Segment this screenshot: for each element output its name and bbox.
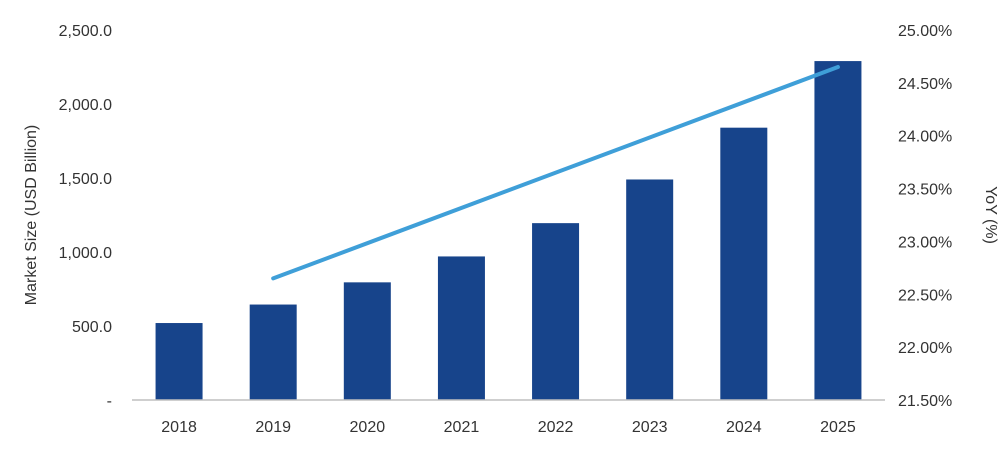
y2-tick-label: 23.00% (898, 234, 952, 251)
bar (532, 223, 580, 400)
y2-tick-label: 25.00% (898, 23, 952, 40)
bar (249, 304, 297, 400)
x-tick-label: 2019 (255, 419, 291, 436)
y2-tick-label: 22.50% (898, 287, 952, 304)
y2-tick-label: 24.00% (898, 129, 952, 146)
y2-axis-title: YoY (%) (982, 186, 999, 244)
x-tick-label: 2018 (161, 419, 197, 436)
y-tick-label: - (107, 393, 112, 410)
bar (343, 282, 391, 400)
y2-tick-label: 22.00% (898, 340, 952, 357)
x-tick-label: 2022 (538, 419, 574, 436)
x-axis-ticks: 2018 2019 2020 2021 2022 2023 2024 2025 (161, 419, 856, 436)
y-axis-title: Market Size (USD Billion) (23, 125, 40, 305)
bar (437, 256, 485, 400)
right-axis-ticks: 21.50% 22.00% 22.50% 23.00% 23.50% 24.00% 24.5… (898, 23, 952, 410)
x-tick-label: 2020 (350, 419, 386, 436)
y2-tick-label: 23.50% (898, 182, 952, 199)
bar (720, 127, 768, 401)
y-tick-label: 500.0 (72, 319, 112, 336)
bar (626, 179, 674, 400)
yoy-line (271, 65, 840, 281)
x-tick-label: 2024 (726, 419, 762, 436)
y-tick-label: 2,500.0 (59, 23, 112, 40)
y-tick-label: 2,000.0 (59, 97, 112, 114)
line-series (271, 65, 840, 281)
y-tick-label: 1,500.0 (59, 171, 112, 188)
y-tick-label: 1,000.0 (59, 245, 112, 262)
bar (814, 61, 862, 401)
y2-tick-label: 21.50% (898, 393, 952, 410)
x-tick-label: 2021 (444, 419, 480, 436)
x-tick-label: 2023 (632, 419, 668, 436)
left-axis-ticks: - 500.0 1,000.0 1,500.0 2,000.0 2,500.0 (59, 23, 112, 410)
bar (155, 323, 203, 400)
y2-tick-label: 24.50% (898, 76, 952, 93)
x-tick-label: 2025 (820, 419, 856, 436)
bar-series (155, 61, 862, 401)
